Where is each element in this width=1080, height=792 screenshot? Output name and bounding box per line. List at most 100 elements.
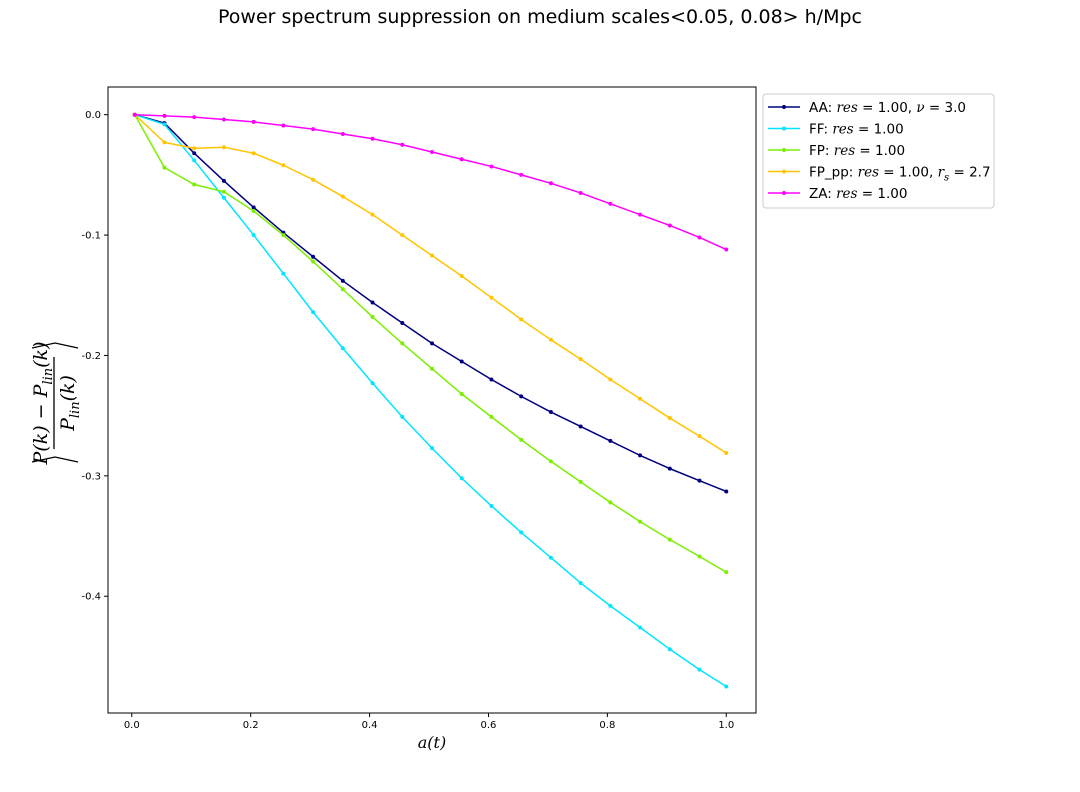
plot-frame	[107, 86, 757, 714]
x-tick-label: 1.0	[718, 720, 734, 731]
data-point	[400, 142, 405, 147]
data-point	[251, 233, 256, 238]
data-point	[697, 235, 702, 240]
data-point	[578, 479, 583, 484]
data-point	[459, 274, 464, 279]
data-point	[311, 127, 316, 132]
data-point	[697, 667, 702, 672]
legend-item: ZA: res = 1.00	[768, 186, 907, 202]
data-point	[162, 140, 167, 145]
x-axis: 0.0 0.2 0.4 0.6 0.8 1.0 a(t)	[124, 713, 734, 752]
data-point	[430, 446, 434, 451]
plot-area	[107, 86, 757, 714]
x-tick-label: 0.0	[124, 720, 140, 731]
data-point	[548, 337, 553, 342]
y-tick-label: -0.2	[81, 351, 101, 362]
legend-label: FF: res = 1.00	[809, 122, 904, 138]
legend-item: AA: res = 1.00, ν = 3.0	[768, 100, 966, 116]
data-point	[519, 394, 524, 399]
x-tick-label: 0.8	[599, 720, 615, 731]
data-point	[340, 194, 345, 199]
x-tick-label: 0.6	[481, 720, 497, 731]
data-point	[430, 366, 434, 371]
data-point	[578, 424, 583, 429]
data-point	[459, 359, 464, 364]
data-point	[667, 647, 672, 652]
y-label-right-bracket	[31, 342, 79, 349]
data-point	[430, 150, 434, 155]
data-point	[192, 182, 197, 187]
x-tick-label: 0.2	[243, 720, 259, 731]
data-point	[221, 178, 226, 183]
x-tick-label: 0.4	[362, 720, 378, 731]
data-point	[724, 247, 729, 252]
data-point	[489, 295, 494, 300]
data-point	[638, 396, 643, 401]
data-point	[608, 201, 613, 206]
data-point	[251, 205, 256, 210]
data-point	[667, 466, 672, 471]
data-point	[340, 278, 345, 283]
data-point	[340, 131, 345, 136]
data-point	[608, 500, 613, 505]
y-tick-label: -0.1	[81, 231, 101, 242]
data-point	[311, 177, 316, 182]
data-point	[489, 414, 494, 419]
data-point	[638, 212, 643, 217]
legend-item: FP: res = 1.00	[768, 143, 905, 159]
data-point	[638, 519, 643, 524]
data-point	[192, 151, 197, 156]
data-point	[340, 287, 345, 292]
data-point	[221, 145, 226, 150]
y-tick-label: -0.4	[81, 592, 101, 603]
data-point	[608, 377, 613, 382]
legend-item: FP_pp: res = 1.00, rs = 2.7	[768, 165, 991, 184]
data-point	[724, 489, 729, 494]
data-point	[400, 341, 405, 346]
data-point	[221, 189, 226, 194]
legend-label: FP_pp: res = 1.00, rs = 2.7	[809, 165, 991, 184]
data-point	[221, 195, 226, 200]
data-point	[697, 434, 702, 439]
data-point	[489, 164, 494, 169]
data-point	[132, 112, 137, 117]
data-point	[667, 223, 672, 228]
series-4	[132, 112, 729, 252]
data-point	[281, 163, 286, 168]
data-point	[548, 459, 553, 464]
data-point	[638, 453, 643, 458]
data-point	[697, 554, 702, 559]
legend-label: ZA: res = 1.00	[809, 186, 907, 202]
y-label-numerator: P(k) − Plin(k)	[30, 342, 56, 466]
legend-swatch-marker	[782, 191, 786, 195]
data-point	[697, 478, 702, 483]
data-point	[311, 310, 316, 315]
data-point	[608, 603, 613, 608]
data-point	[724, 684, 729, 689]
data-point	[430, 253, 434, 258]
data-point	[400, 320, 405, 325]
legend-swatch-marker	[782, 148, 786, 152]
data-point	[548, 555, 553, 560]
data-point	[370, 136, 375, 141]
data-point	[192, 115, 197, 120]
data-point	[370, 300, 375, 305]
data-point	[489, 503, 494, 508]
legend: AA: res = 1.00, ν = 3.0 FF: res = 1.00 FP:…	[762, 93, 995, 209]
data-point	[724, 450, 729, 455]
data-point	[400, 414, 405, 419]
data-point	[519, 530, 524, 535]
y-tick-label: -0.3	[81, 471, 101, 482]
data-point	[192, 146, 197, 151]
data-point	[162, 113, 167, 118]
data-point	[519, 172, 524, 177]
chart-title: Power spectrum suppression on medium sca…	[218, 6, 862, 28]
data-point	[162, 122, 167, 127]
data-point	[281, 233, 286, 238]
data-point	[578, 357, 583, 362]
y-axis: 0.0 -0.1 -0.2 -0.3 -0.4 ⟨(P(k) − P_lin(k)) / …	[30, 110, 108, 603]
series-layer	[132, 112, 729, 689]
legend-swatch-marker	[782, 126, 786, 131]
legend-swatch-marker	[782, 169, 786, 174]
